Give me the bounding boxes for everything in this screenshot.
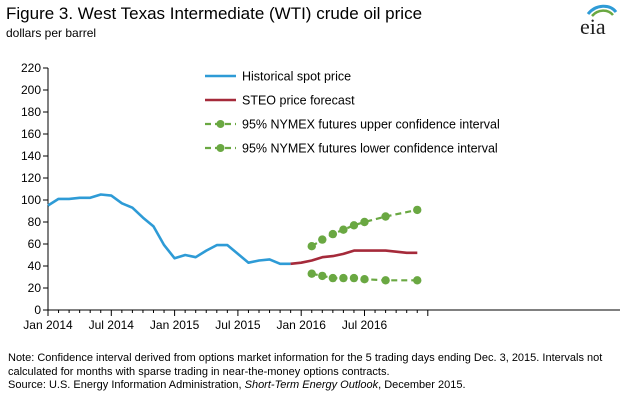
y-tick-label: 140	[21, 149, 41, 163]
legend-label-0: Historical spot price	[242, 70, 351, 84]
x-tick-label: Jan 2016	[277, 318, 327, 332]
data-point-3	[339, 273, 348, 283]
data-point-2	[360, 217, 369, 227]
data-point-2	[307, 242, 316, 251]
data-point-3	[349, 273, 359, 283]
data-point-3	[328, 273, 338, 283]
y-tick-label: 120	[21, 171, 41, 185]
data-point-3	[381, 276, 390, 285]
data-point-2	[318, 235, 327, 244]
source-publication: Short-Term Energy Outlook	[244, 379, 379, 391]
legend-label-2: 95% NYMEX futures upper confidence inter…	[242, 118, 500, 132]
legend-marker-3	[216, 144, 225, 152]
legend-marker-2	[216, 120, 225, 128]
chart-subtitle: dollars per barrel	[6, 26, 97, 40]
data-point-3	[318, 271, 327, 281]
data-point-3	[307, 269, 316, 278]
y-tick-label: 40	[28, 259, 42, 273]
y-tick-label: 0	[34, 303, 41, 317]
data-point-3	[413, 276, 422, 285]
x-tick-label: Jul 2014	[89, 318, 135, 332]
y-tick-label: 100	[21, 193, 41, 207]
y-tick-label: 160	[21, 127, 41, 141]
chart-title: Figure 3. West Texas Intermediate (WTI) …	[6, 4, 423, 23]
legend-label-1: STEO price forecast	[242, 94, 355, 108]
legend-label-3: 95% NYMEX futures lower confidence inter…	[242, 142, 498, 156]
y-tick-label: 60	[28, 237, 42, 251]
x-tick-label: Jan 2014	[23, 318, 73, 332]
x-tick-label: Jul 2015	[215, 318, 261, 332]
series-line-0	[47, 193, 291, 266]
eia-logo-icon	[586, 4, 618, 17]
source-date: , December 2015.	[378, 379, 466, 391]
data-point-2	[339, 225, 348, 234]
y-tick-label: 80	[28, 215, 42, 229]
x-tick-label: Jan 2015	[150, 318, 200, 332]
data-point-2	[413, 205, 422, 215]
data-point-2	[349, 221, 359, 230]
data-point-2	[381, 212, 390, 221]
x-tick-label: Jul 2016	[342, 318, 388, 332]
y-tick-label: 20	[28, 281, 42, 295]
data-point-2	[328, 229, 338, 239]
series-line-2	[311, 208, 418, 248]
data-point-3	[360, 275, 369, 284]
chart-source: Source: U.S. Energy Information Administ…	[8, 379, 466, 391]
y-tick-label: 180	[21, 105, 41, 119]
series-line-1	[290, 249, 418, 266]
eia-logo-text: eia	[580, 14, 606, 39]
y-tick-label: 200	[21, 83, 41, 97]
source-prefix: Source: U.S. Energy Information Administ…	[8, 379, 245, 391]
chart-note: Note: Confidence interval derived from o…	[8, 352, 603, 378]
y-tick-label: 220	[21, 61, 41, 75]
